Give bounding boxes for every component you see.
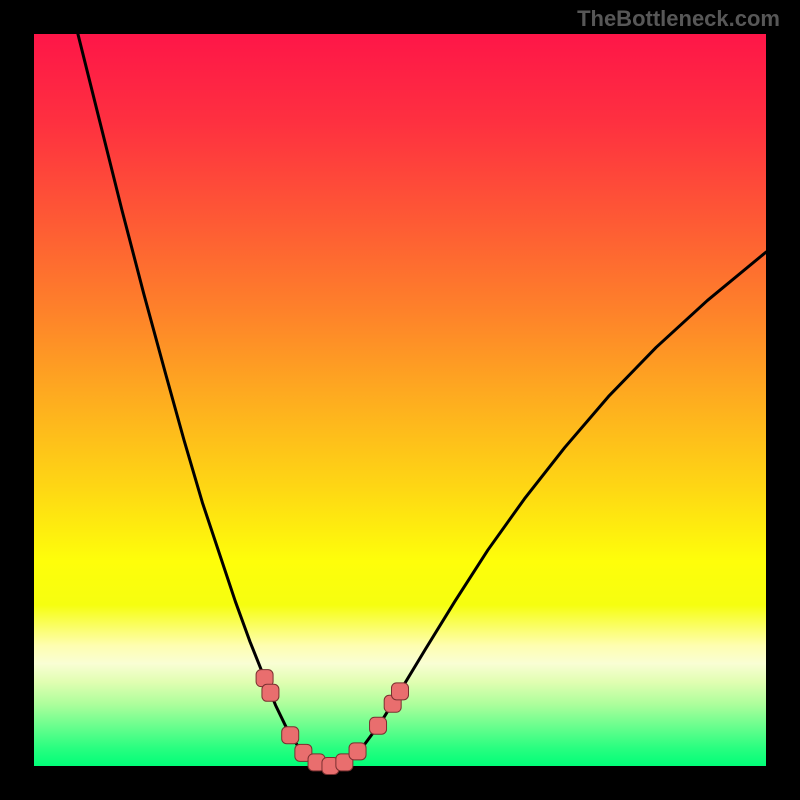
marker-group	[256, 670, 408, 775]
bottleneck-curve	[78, 34, 766, 766]
curve-marker	[370, 717, 387, 734]
curve-marker	[392, 683, 409, 700]
chart-svg	[34, 34, 766, 766]
stage: TheBottleneck.com	[0, 0, 800, 800]
curve-marker	[349, 743, 366, 760]
curve-marker	[282, 727, 299, 744]
attribution-text: TheBottleneck.com	[577, 6, 780, 32]
curve-marker	[262, 684, 279, 701]
plot-area	[34, 34, 766, 766]
